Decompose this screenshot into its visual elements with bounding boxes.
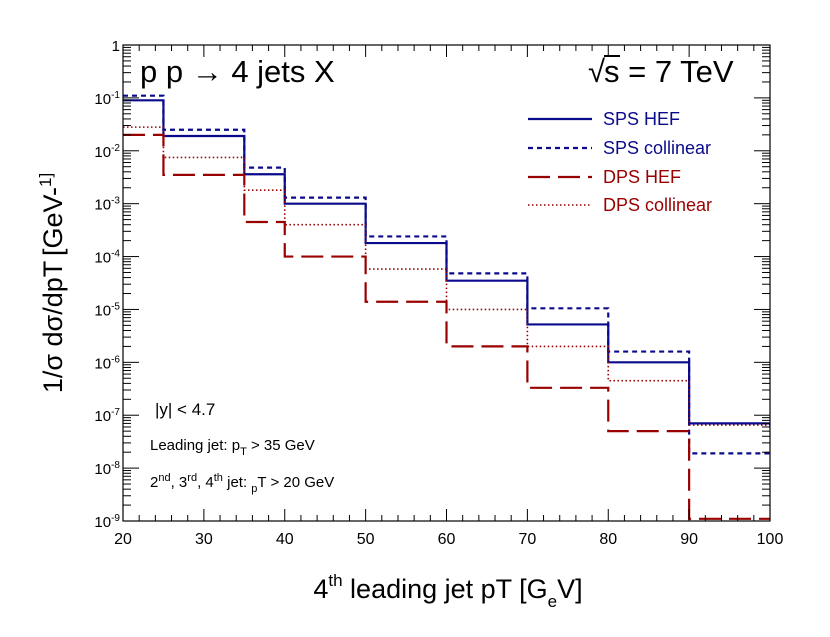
sqrt-symbol: √ xyxy=(588,54,605,89)
annotation-other-jets-cut: 2nd, 3rd, 4th jet: pT > 20 GeV xyxy=(150,472,334,495)
x-tick-label: 100 xyxy=(757,531,784,548)
y-tick-label: 10-6 xyxy=(94,354,120,372)
x-tick-label: 30 xyxy=(195,531,213,548)
legend-label-sps-collinear: SPS collinear xyxy=(603,138,711,158)
y-tick-label: 10-5 xyxy=(94,301,120,319)
energy-label: √ s = 7 TeV xyxy=(588,54,734,89)
legend-label-dps-hef: DPS HEF xyxy=(603,167,681,187)
y-axis-title: 1/σ dσ/dpT [GeV-1] xyxy=(36,173,75,393)
y-tick-label: 10-4 xyxy=(94,249,120,267)
x-tick-label: 80 xyxy=(599,531,617,548)
y-tick-label: 10-7 xyxy=(94,407,120,425)
legend-label-sps-hef: SPS HEF xyxy=(603,109,680,129)
x-tick-label: 40 xyxy=(276,531,294,548)
x-tick-label: 70 xyxy=(518,531,536,548)
series-dps-collinear xyxy=(123,126,770,426)
y-tick-label: 10-9 xyxy=(94,513,120,531)
annotation-leading-jet-cut: Leading jet: pT > 35 GeV xyxy=(150,437,315,458)
series-dps-hef xyxy=(123,133,770,520)
series-sps-collinear xyxy=(123,94,770,455)
y-tick-label: 10-2 xyxy=(94,143,120,161)
legend-label-dps-collinear: DPS collinear xyxy=(603,195,712,215)
x-tick-label: 50 xyxy=(357,531,375,548)
tick-layer xyxy=(122,44,771,522)
x-tick-labels: 20 30 40 50 60 70 80 90 100 xyxy=(114,531,783,548)
annotation-rapidity-cut: |y| < 4.7 xyxy=(155,400,215,419)
chart-title: p p → 4 jets X xyxy=(140,54,335,89)
x-tick-label: 90 xyxy=(680,531,698,548)
x-tick-label: 60 xyxy=(438,531,456,548)
legend: SPS HEF SPS collinear DPS HEF DPS collin… xyxy=(528,109,712,215)
x-tick-label: 20 xyxy=(114,531,132,548)
annotations: |y| < 4.7 Leading jet: pT > 35 GeV 2nd, … xyxy=(150,400,334,495)
y-tick-label: 10-1 xyxy=(94,90,120,108)
series-layer xyxy=(123,94,770,520)
y-tick-label: 1 xyxy=(112,38,120,55)
series-sps-hef xyxy=(123,99,770,425)
y-tick-label: 10-8 xyxy=(94,460,120,478)
energy-text: s = 7 TeV xyxy=(604,54,734,89)
y-tick-labels: 1 10-1 10-2 10-3 10-4 10-5 10-6 10-7 10-8 10-9 xyxy=(94,38,120,531)
y-tick-label: 10-3 xyxy=(94,196,120,214)
x-axis-title: 4th leading jet pT [GeV] xyxy=(313,571,582,611)
